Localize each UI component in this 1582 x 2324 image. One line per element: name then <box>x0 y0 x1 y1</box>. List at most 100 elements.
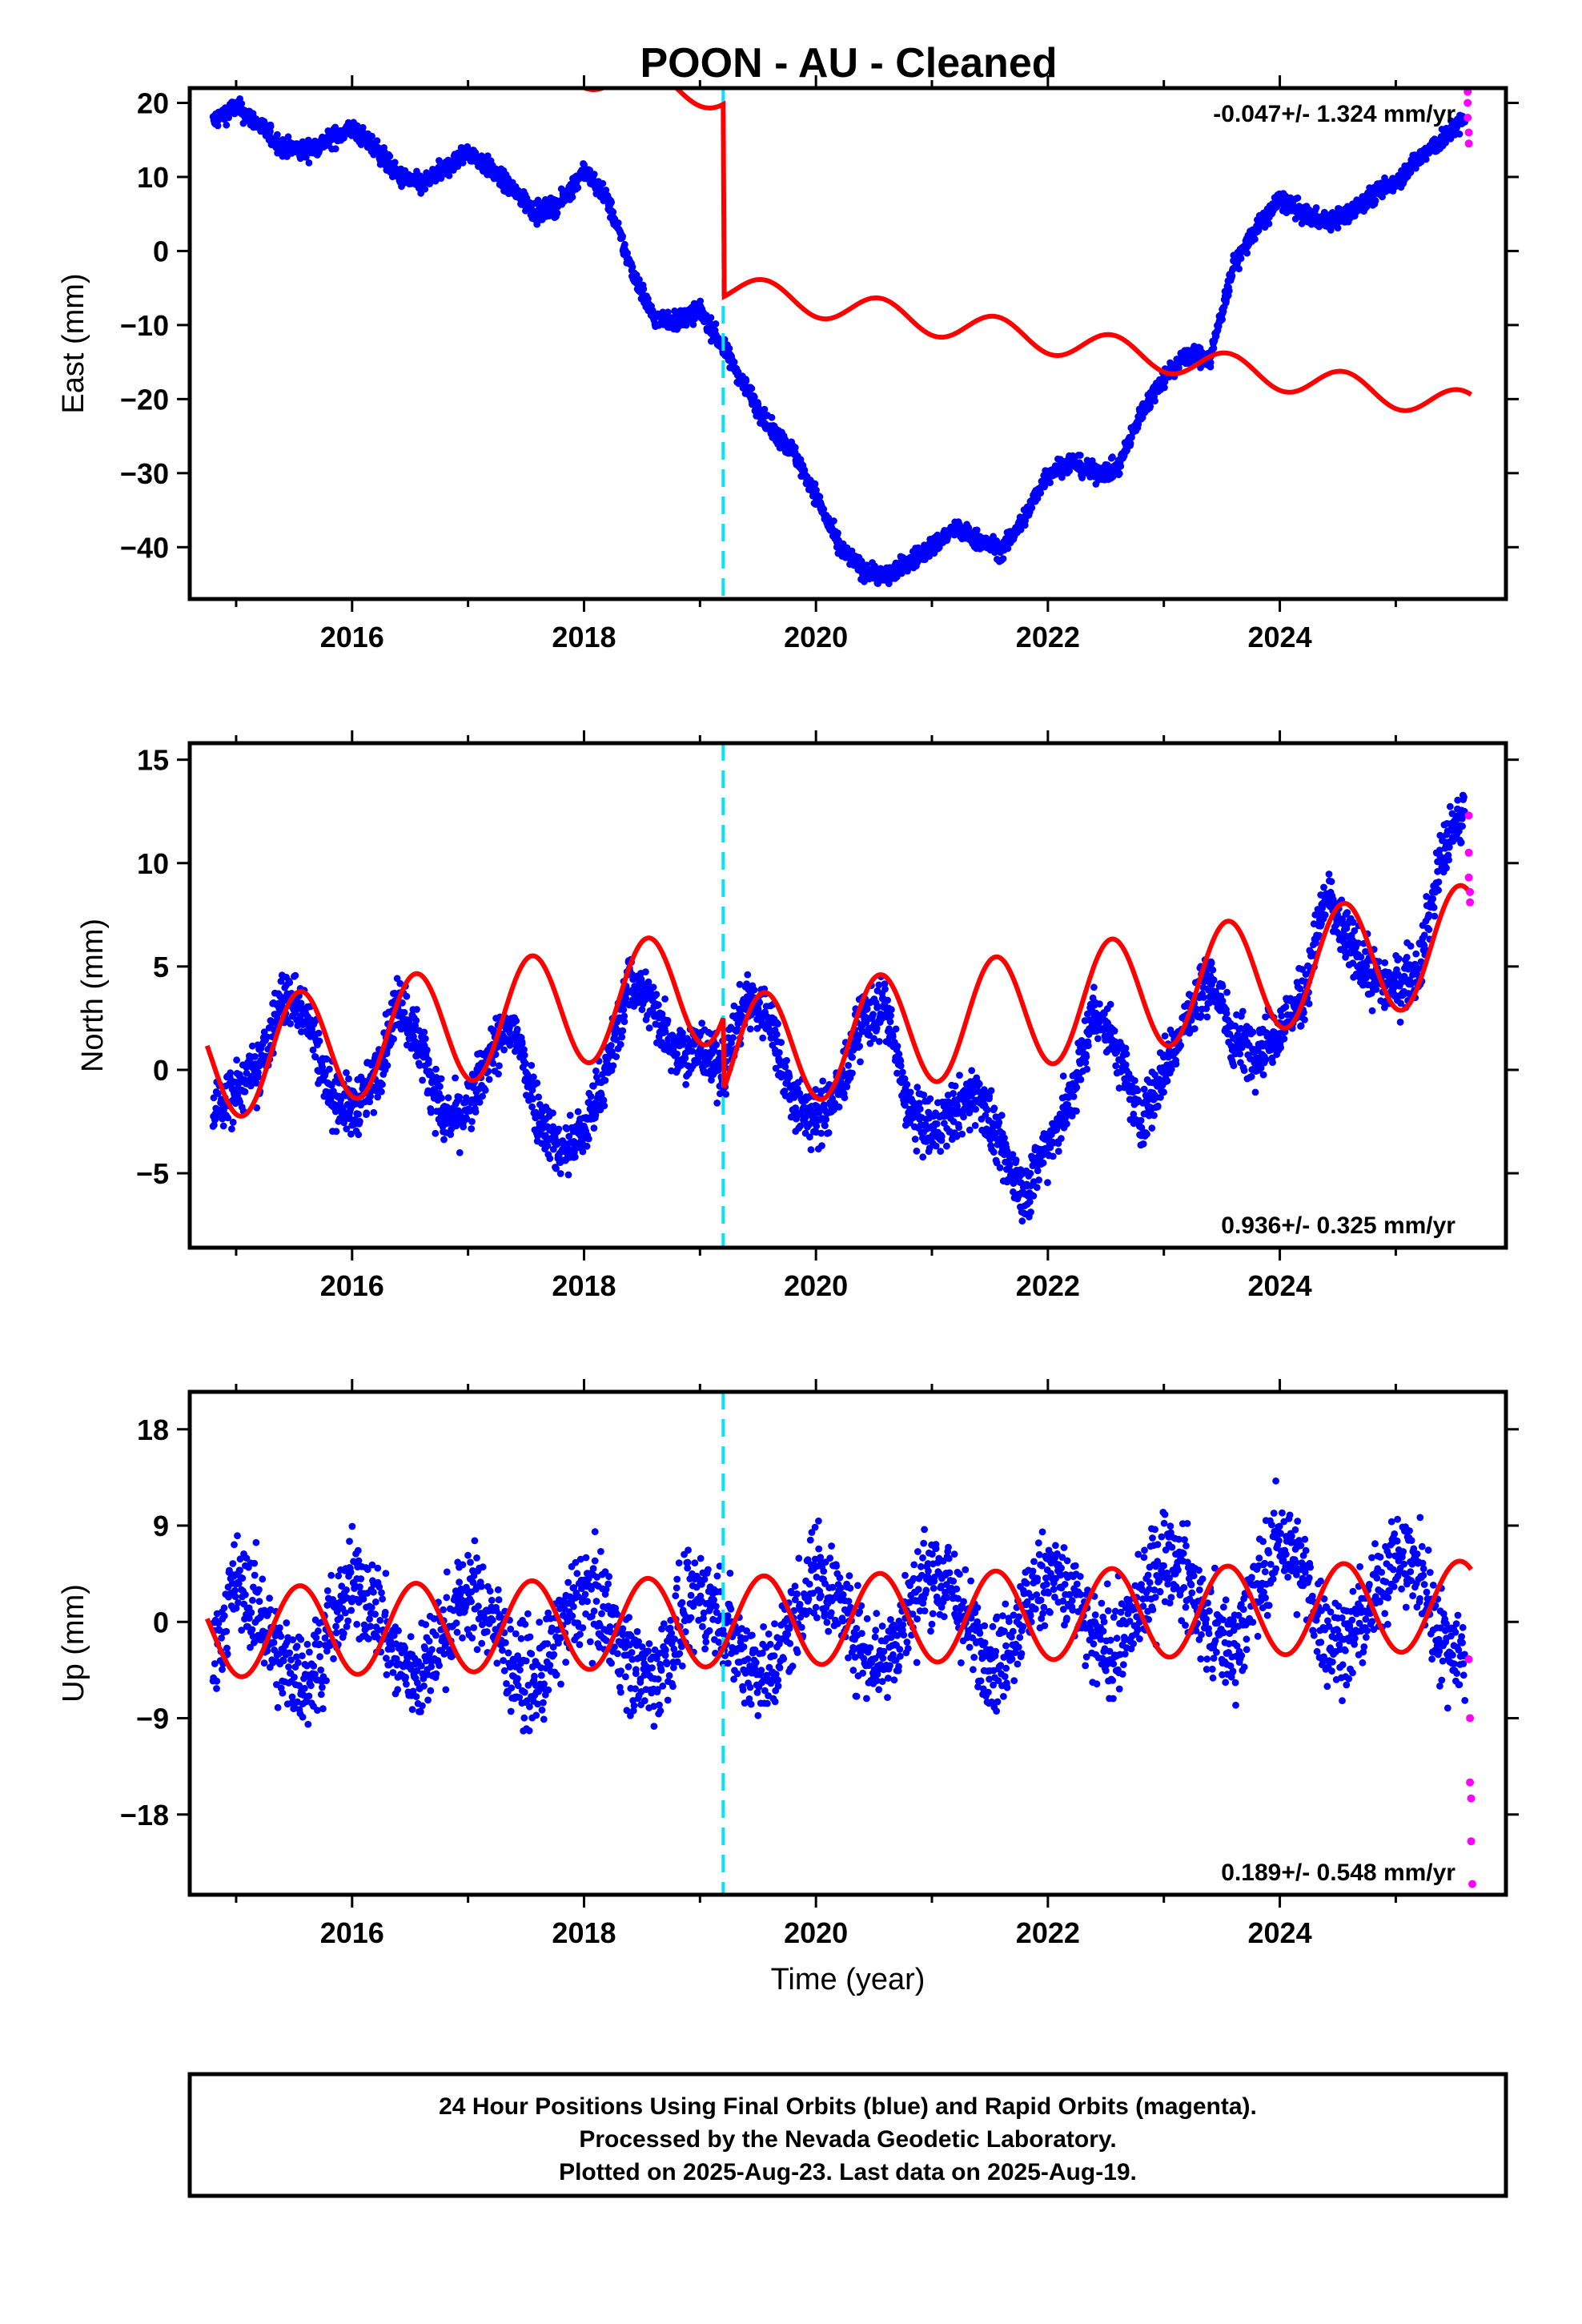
east-final-point <box>609 208 617 216</box>
north-final-point <box>616 1040 624 1048</box>
east-final-point <box>1146 403 1154 410</box>
north-final-point <box>574 1108 582 1116</box>
north-final-point <box>587 1092 595 1100</box>
north-final-point <box>1001 1134 1008 1142</box>
north-final-point <box>1009 1151 1017 1158</box>
north-final-point <box>689 1047 697 1055</box>
north-final-point <box>926 1095 934 1103</box>
north-final-point <box>549 1123 557 1131</box>
east-ytick-label: −20 <box>120 383 169 416</box>
east-final-point <box>331 123 339 131</box>
east-final-point <box>730 358 738 366</box>
east-final-point <box>1235 265 1243 273</box>
east-plot-area <box>209 88 1473 599</box>
north-final-point <box>781 1063 789 1071</box>
north-final-point <box>792 1104 799 1112</box>
east-rate-label: -0.047+/- 1.324 mm/yr <box>1213 101 1456 127</box>
north-final-point <box>423 1046 431 1054</box>
north-final-point <box>390 1035 397 1043</box>
east-ytick-label: −40 <box>120 531 169 564</box>
north-final-point <box>564 1171 572 1179</box>
north-final-point <box>971 1122 979 1129</box>
north-final-point <box>456 1093 464 1101</box>
north-final-point <box>337 1096 344 1104</box>
east-final-point <box>1327 227 1335 234</box>
north-final-point <box>841 1094 849 1102</box>
north-final-point <box>932 1142 940 1150</box>
north-final-point <box>943 1142 950 1150</box>
north-final-point <box>520 1046 528 1053</box>
north-final-point <box>421 1035 429 1043</box>
north-final-point <box>938 1132 946 1140</box>
north-final-point <box>481 1087 489 1094</box>
east-final-point <box>628 263 636 271</box>
north-final-point <box>645 1024 653 1032</box>
north-final-point <box>638 1006 646 1014</box>
east-final-point <box>712 320 720 328</box>
north-final-point <box>403 992 411 1000</box>
north-final-point <box>583 1142 591 1150</box>
north-final-point <box>849 1069 856 1077</box>
east-final-orbit-points <box>209 95 1469 588</box>
north-final-point <box>820 1101 828 1108</box>
east-final-point <box>697 297 705 305</box>
east-final-point <box>820 505 828 513</box>
east-final-point <box>223 121 231 129</box>
north-final-point <box>920 1092 928 1099</box>
north-final-point <box>549 1109 556 1117</box>
north-final-point <box>750 986 758 994</box>
north-final-point <box>746 1025 754 1033</box>
north-final-point <box>817 1129 825 1137</box>
north-final-point <box>661 995 669 1003</box>
north-final-point <box>937 1148 945 1155</box>
north-final-point <box>738 1012 745 1019</box>
north-final-point <box>247 1082 255 1090</box>
north-final-point <box>224 1114 232 1122</box>
east-final-point <box>748 384 756 392</box>
north-final-point <box>856 1043 864 1050</box>
north-final-point <box>472 1108 480 1116</box>
north-final-point <box>485 1076 493 1084</box>
north-final-point <box>400 1008 408 1016</box>
north-final-point <box>777 1039 785 1047</box>
north-final-point <box>255 1073 262 1081</box>
north-final-point <box>946 1100 954 1108</box>
north-final-point <box>565 1132 573 1140</box>
east-final-point <box>445 172 453 179</box>
north-final-point <box>528 1086 536 1094</box>
north-final-point <box>286 979 294 987</box>
north-final-point <box>495 1070 502 1078</box>
north-final-point <box>658 1039 665 1046</box>
north-final-point <box>679 1029 686 1037</box>
north-final-point <box>813 1122 821 1130</box>
north-final-point <box>463 1115 471 1123</box>
north-final-point <box>933 1120 941 1128</box>
north-final-point <box>968 1067 976 1075</box>
north-final-point <box>870 1035 877 1043</box>
east-y-axis-label: East (mm) <box>57 273 90 413</box>
east-final-point <box>871 562 878 570</box>
north-final-point <box>955 1124 963 1132</box>
north-final-point <box>379 1080 386 1088</box>
east-final-point <box>214 122 222 130</box>
east-ytick-label: 10 <box>137 161 169 194</box>
north-final-point <box>572 1153 579 1161</box>
east-final-point <box>1422 155 1430 163</box>
east-ytick-label: 20 <box>137 86 169 119</box>
north-final-point <box>229 1119 237 1126</box>
north-final-point <box>618 1033 626 1041</box>
north-final-point <box>892 1025 900 1033</box>
north-final-point <box>825 1129 833 1136</box>
north-final-point <box>412 1017 420 1024</box>
north-final-point <box>869 1011 877 1018</box>
east-final-point <box>391 159 399 167</box>
east-final-point <box>1004 545 1012 553</box>
north-final-point <box>897 1062 905 1070</box>
north-final-point <box>533 1080 541 1087</box>
north-final-point <box>579 1148 587 1156</box>
east-final-point <box>421 185 429 193</box>
north-final-point <box>713 1041 721 1049</box>
north-final-point <box>783 1056 790 1064</box>
north-final-point <box>518 1039 526 1047</box>
